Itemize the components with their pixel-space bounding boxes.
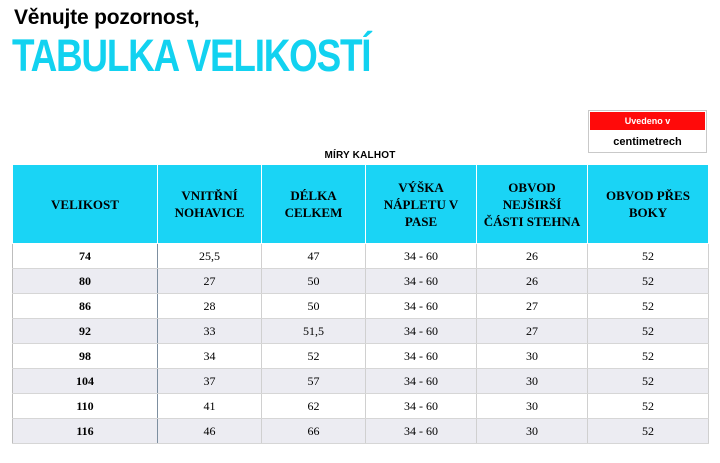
cell-size: 98 [12,343,158,369]
cell-thigh: 30 [476,368,588,394]
cell-total-length: 52 [261,343,366,369]
table-row: 116 46 66 34 - 60 30 52 [12,418,709,444]
cell-total-length: 51,5 [261,318,366,344]
cell-inseam: 41 [157,393,262,419]
cell-size: 74 [12,243,158,269]
cell-hips: 52 [587,293,709,319]
table-row: 86 28 50 34 - 60 27 52 [12,293,709,319]
cell-inseam: 27 [157,268,262,294]
table-caption: MÍRY KALHOT [324,150,396,161]
cell-inseam: 25,5 [157,243,262,269]
column-header-size: VELIKOST [12,164,158,244]
cell-thigh: 30 [476,393,588,419]
cell-hips: 52 [587,268,709,294]
table-row: 80 27 50 34 - 60 26 52 [12,268,709,294]
cell-size: 86 [12,293,158,319]
cell-total-length: 62 [261,393,366,419]
table-header-row: VELIKOST VNITŘNÍ NOHAVICE DÉLKA CELKEM V… [12,164,709,244]
cell-thigh: 26 [476,243,588,269]
column-header-inseam: VNITŘNÍ NOHAVICE [157,164,262,244]
cell-hips: 52 [587,368,709,394]
cell-thigh: 30 [476,343,588,369]
table-row: 92 33 51,5 34 - 60 27 52 [12,318,709,344]
column-header-hips: OBVOD PŘES BOKY [587,164,709,244]
units-value: centimetrech [613,136,682,148]
cell-waistband-height: 34 - 60 [365,343,477,369]
cell-waistband-height: 34 - 60 [365,393,477,419]
cell-thigh: 27 [476,318,588,344]
page-title: TABULKA VELIKOSTÍ [12,30,372,81]
cell-waistband-height: 34 - 60 [365,418,477,444]
size-table: VELIKOST VNITŘNÍ NOHAVICE DÉLKA CELKEM V… [12,164,709,444]
cell-thigh: 30 [476,418,588,444]
table-row: 104 37 57 34 - 60 30 52 [12,368,709,394]
cell-size: 104 [12,368,158,394]
cell-inseam: 33 [157,318,262,344]
cell-hips: 52 [587,343,709,369]
column-header-thigh: OBVOD NEJŠIRŠÍ ČÁSTI STEHNA [476,164,588,244]
cell-total-length: 50 [261,268,366,294]
subtitle: Věnujte pozornost, [14,6,200,29]
cell-inseam: 28 [157,293,262,319]
cell-inseam: 46 [157,418,262,444]
cell-waistband-height: 34 - 60 [365,318,477,344]
cell-hips: 52 [587,318,709,344]
cell-size: 110 [12,393,158,419]
cell-total-length: 47 [261,243,366,269]
cell-thigh: 27 [476,293,588,319]
cell-inseam: 37 [157,368,262,394]
table-body: 74 25,5 47 34 - 60 26 52 80 27 50 34 - 60 26 52 86 28… [12,243,709,444]
cell-total-length: 66 [261,418,366,444]
cell-size: 92 [12,318,158,344]
table-row: 74 25,5 47 34 - 60 26 52 [12,243,709,269]
units-label: Uvedeno v [590,112,705,130]
table-row: 110 41 62 34 - 60 30 52 [12,393,709,419]
cell-total-length: 57 [261,368,366,394]
cell-waistband-height: 34 - 60 [365,243,477,269]
cell-total-length: 50 [261,293,366,319]
units-box: Uvedeno v centimetrech [588,110,707,153]
table-row: 98 34 52 34 - 60 30 52 [12,343,709,369]
cell-waistband-height: 34 - 60 [365,293,477,319]
cell-waistband-height: 34 - 60 [365,368,477,394]
cell-waistband-height: 34 - 60 [365,268,477,294]
cell-hips: 52 [587,243,709,269]
column-header-total-length: DÉLKA CELKEM [261,164,366,244]
cell-inseam: 34 [157,343,262,369]
cell-size: 80 [12,268,158,294]
cell-thigh: 26 [476,268,588,294]
cell-hips: 52 [587,418,709,444]
cell-size: 116 [12,418,158,444]
cell-hips: 52 [587,393,709,419]
column-header-waistband-height: VÝŠKA NÁPLETU V PASE [365,164,477,244]
